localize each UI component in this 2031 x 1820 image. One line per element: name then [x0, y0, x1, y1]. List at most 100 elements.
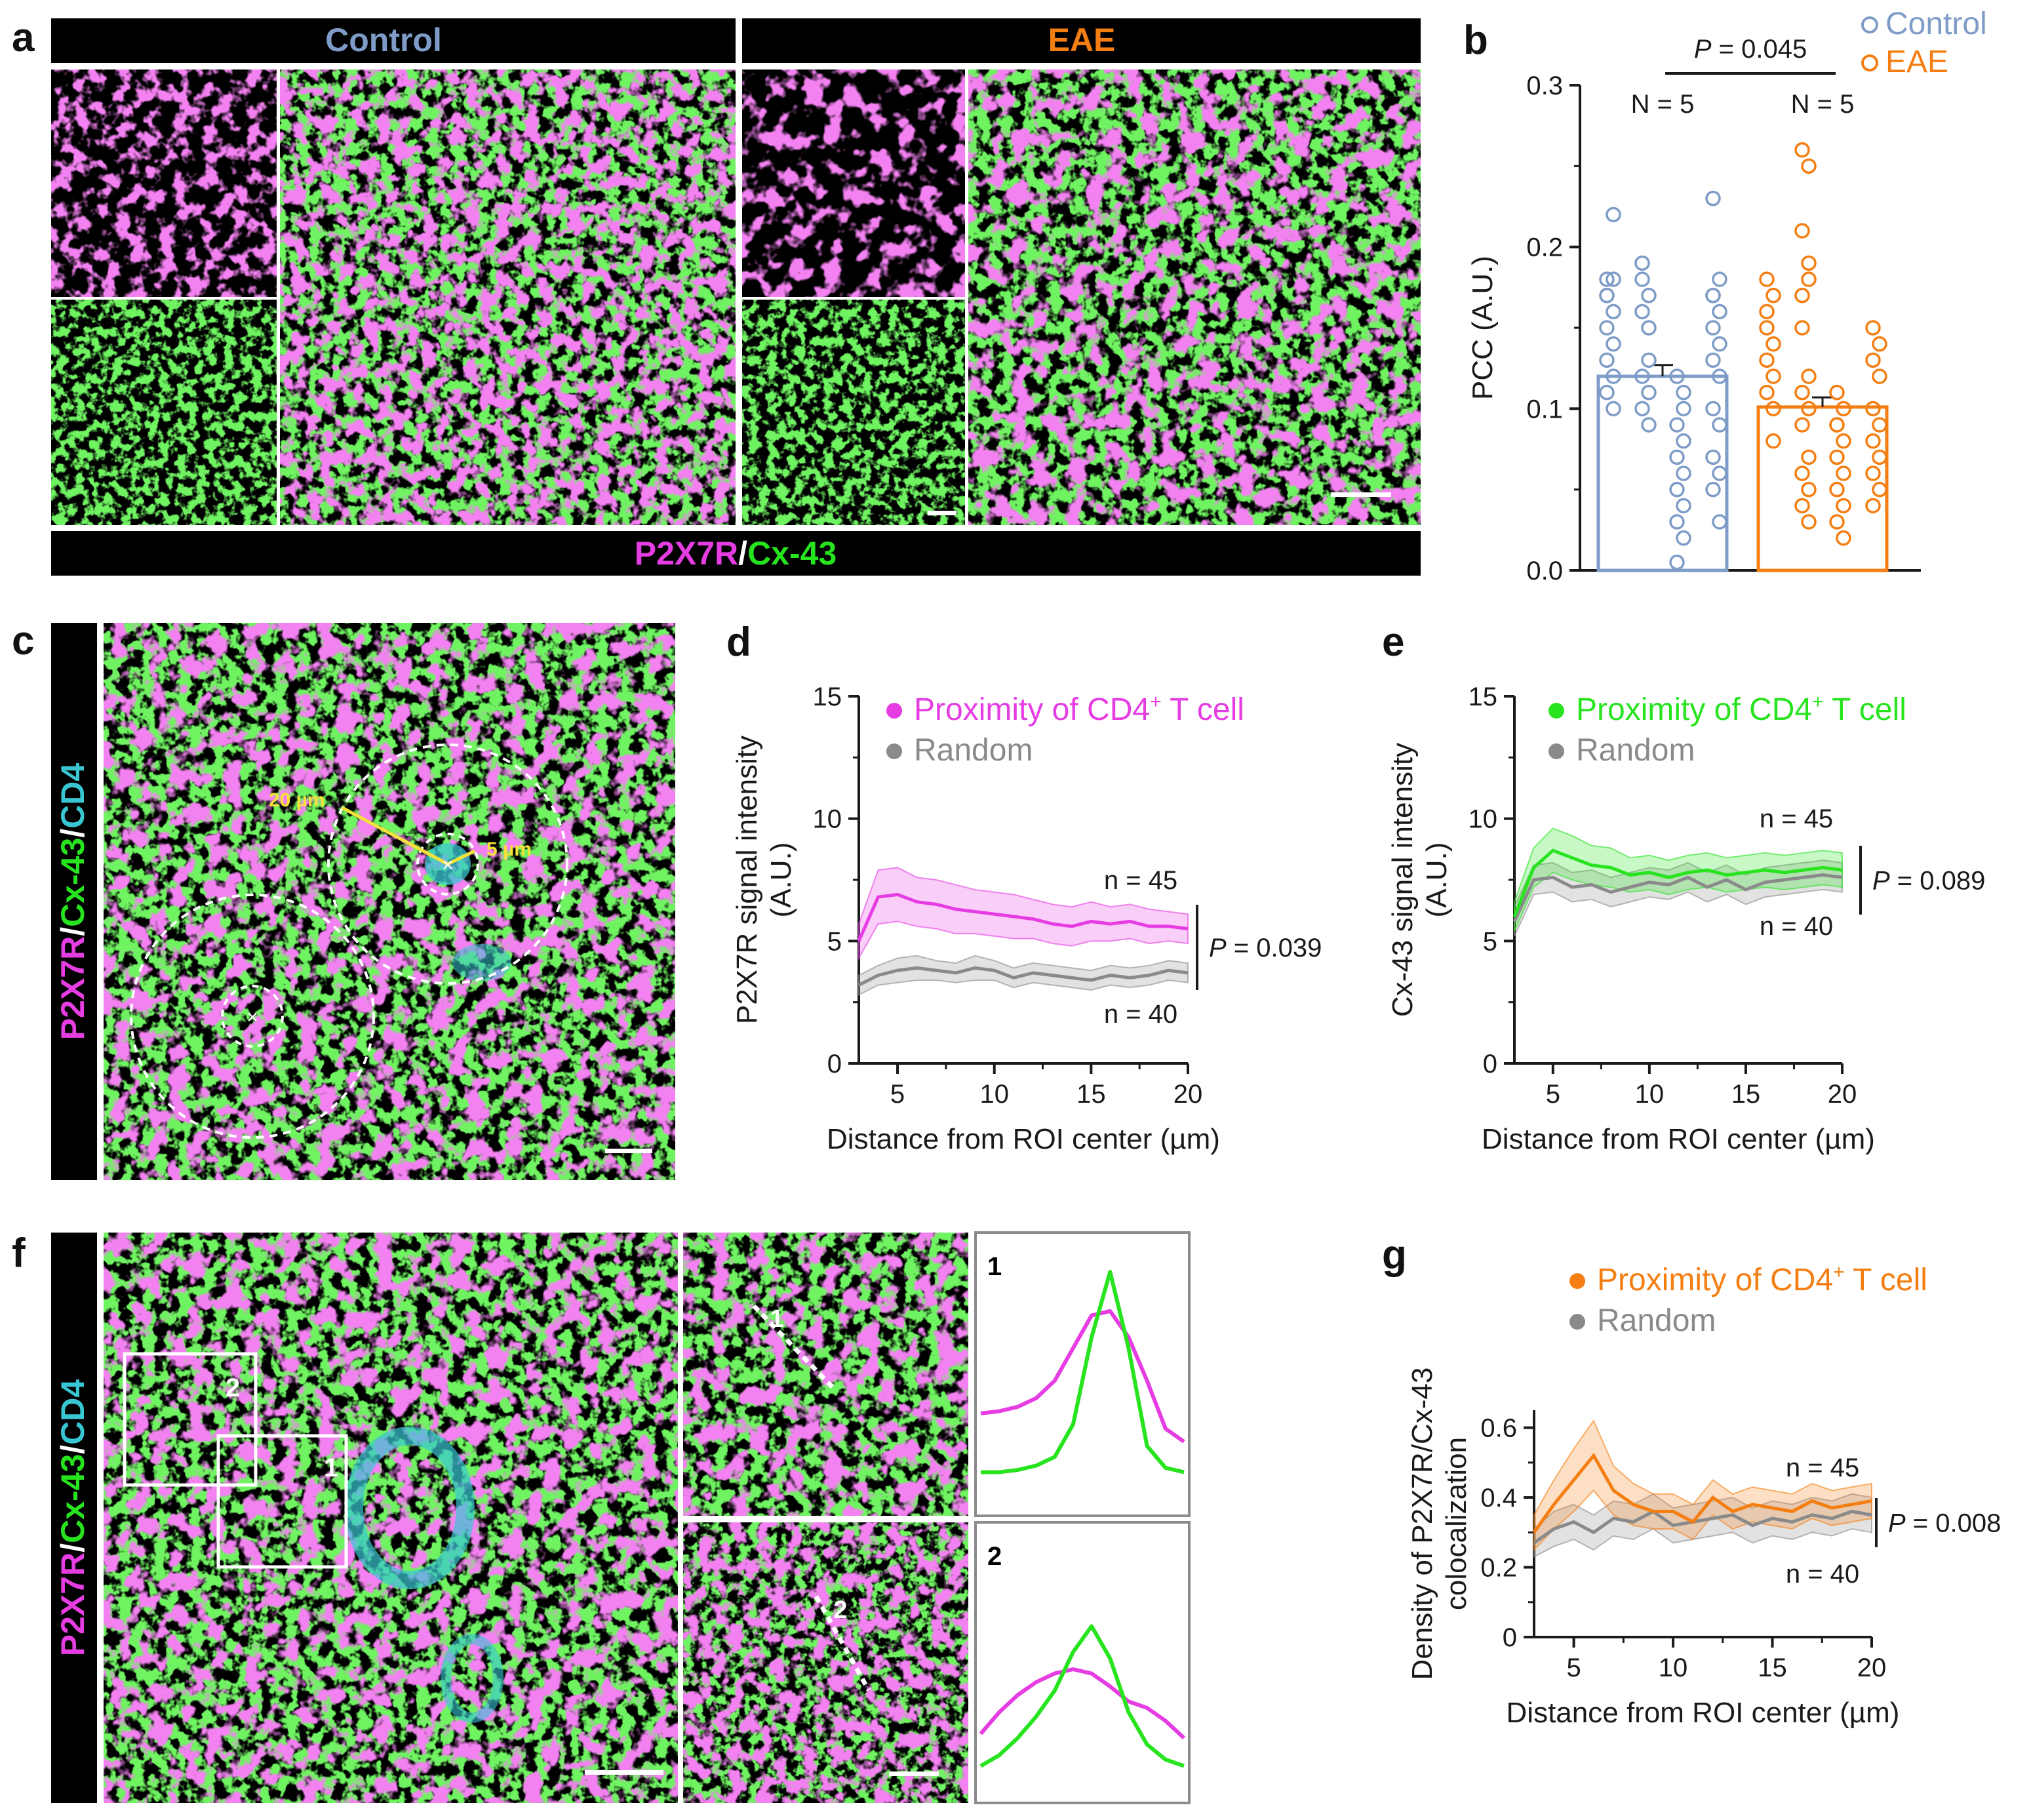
- e-ytick-label: 10: [1469, 805, 1498, 834]
- f-micrograph-main: 2 1: [104, 1233, 678, 1803]
- b-point-control: [1634, 271, 1650, 287]
- d-xtick-label: 5: [890, 1080, 905, 1109]
- b-point-eae: [1865, 498, 1881, 514]
- c-side-cd4: CD4: [54, 763, 91, 829]
- scale-bar-small-a: [928, 511, 956, 515]
- e-p-value: P = 0.089: [1872, 867, 1985, 896]
- c-side-bar: [51, 623, 97, 1180]
- f-main-magenta: [104, 1233, 678, 1803]
- b-point-control: [1712, 368, 1727, 384]
- g-n-top: n = 45: [1786, 1454, 1859, 1482]
- f-profile-1-green: [981, 1270, 1185, 1474]
- b-point-control: [1634, 255, 1650, 271]
- channel-legend-cx43: Cx-43: [747, 535, 837, 572]
- b-point-control: [1641, 352, 1657, 368]
- panel-label-b: b: [1463, 18, 1488, 63]
- c-micrograph: 20 µm 5 µm × ×: [104, 623, 675, 1180]
- g-p-value: P = 0.008: [1888, 1509, 2001, 1538]
- b-point-eae: [1794, 465, 1810, 481]
- b-point-control: [1599, 352, 1615, 368]
- g-ytick-label: 0.6: [1480, 1414, 1517, 1443]
- b-point-eae: [1794, 287, 1810, 304]
- b-point-eae: [1794, 223, 1810, 239]
- e-xtick-label: 15: [1731, 1080, 1761, 1109]
- b-point-control: [1712, 271, 1727, 287]
- d-p-value: P = 0.039: [1209, 934, 1322, 962]
- channel-legend-sep: /: [738, 535, 747, 572]
- c-side-sep1: /: [54, 927, 91, 936]
- b-p-value: P = 0.045: [1694, 35, 1807, 64]
- b-point-eae: [1801, 481, 1817, 498]
- b-point-eae: [1865, 352, 1881, 368]
- c-roi-inner-proximity: [416, 833, 479, 896]
- b-point-control: [1606, 271, 1621, 287]
- e-ytick-label: 15: [1469, 682, 1498, 711]
- f-profile-box-2: [974, 1521, 1191, 1804]
- b-point-control: [1676, 465, 1691, 481]
- b-point-control: [1712, 465, 1727, 481]
- d-legend-sup: +: [1150, 691, 1162, 713]
- chart-e: 0 5 10 15 5 10 15 20 Distance from ROI center (µ…: [1387, 682, 1985, 1155]
- b-point-control: [1705, 320, 1721, 336]
- b-point-control: [1676, 384, 1691, 401]
- c-label-20um: 20 µm: [269, 789, 325, 811]
- f-zoom-1-magenta: [683, 1233, 968, 1516]
- f-profile-2-label: 2: [987, 1542, 1002, 1571]
- b-point-eae: [1865, 320, 1881, 336]
- g-n-bottom: n = 40: [1786, 1560, 1859, 1589]
- g-legend-name: Random: [1597, 1303, 1716, 1338]
- f-zoom-insets: 1 2: [683, 1233, 968, 1803]
- b-point-control: [1599, 271, 1615, 287]
- b-point-eae: [1801, 514, 1817, 530]
- b-point-eae: [1836, 465, 1851, 481]
- d-xtick-label: 10: [979, 1080, 1009, 1109]
- f-side-cx43: Cx-43: [54, 1454, 91, 1543]
- d-p-italic: P: [1209, 934, 1227, 962]
- c-radius-20um-line: [341, 806, 449, 866]
- b-point-control: [1634, 368, 1650, 384]
- b-point-eae: [1865, 433, 1881, 449]
- eae-micrographs: [742, 69, 1421, 525]
- b-point-eae: [1794, 142, 1810, 158]
- b-point-eae: [1801, 271, 1817, 287]
- b-point-control: [1641, 417, 1657, 433]
- c-magenta-signal: [104, 623, 675, 1180]
- d-xtick-label: 20: [1173, 1080, 1203, 1109]
- control-p2x7r-signal: [51, 69, 277, 297]
- b-point-eae: [1865, 401, 1881, 417]
- e-n-top: n = 45: [1760, 804, 1833, 833]
- b-ylabel: PCC (A.U.): [1467, 256, 1499, 400]
- c-label-5um: 5 µm: [486, 839, 532, 860]
- e-legend-name: Random: [1576, 733, 1695, 768]
- b-n-label: N = 5: [1631, 90, 1695, 119]
- c-cd4-cell-2: [452, 944, 511, 981]
- e-xtick-label: 20: [1828, 1080, 1857, 1109]
- b-point-eae: [1872, 336, 1887, 352]
- d-legend-marker: [886, 703, 902, 719]
- d-legend-name: Random: [914, 733, 1033, 768]
- g-ytick-label: 0.2: [1480, 1554, 1517, 1583]
- f-roi-label-2: 2: [226, 1374, 240, 1402]
- control-merged-magenta: [280, 69, 736, 525]
- scale-bar-c: [605, 1149, 652, 1153]
- b-point-eae: [1794, 417, 1810, 433]
- f-cd4-cell-2: [441, 1634, 503, 1723]
- g-ylabel-1: Density of P2X7R/Cx-43: [1406, 1368, 1438, 1680]
- b-point-control: [1599, 287, 1615, 304]
- b-point-eae: [1765, 336, 1781, 352]
- b-ytick-label: 0.0: [1526, 557, 1563, 585]
- g-xlabel: Distance from ROI center (µm): [1507, 1697, 1900, 1729]
- e-ytick-label: 0: [1483, 1050, 1497, 1078]
- c-side-sep2: /: [54, 829, 91, 838]
- f-zoom-2-label: 2: [833, 1596, 847, 1624]
- g-legend-name: Proximity of CD4: [1597, 1263, 1833, 1297]
- b-point-control: [1606, 207, 1621, 223]
- g-xtick-label: 5: [1566, 1653, 1581, 1682]
- d-line-gray: [858, 966, 1189, 987]
- b-point-control: [1676, 401, 1691, 417]
- d-ytick-label: 15: [813, 682, 842, 711]
- b-legend-marker: [1861, 54, 1878, 71]
- e-ytick-label: 5: [1483, 927, 1497, 956]
- d-ylabel-2: (A.U.): [765, 842, 797, 918]
